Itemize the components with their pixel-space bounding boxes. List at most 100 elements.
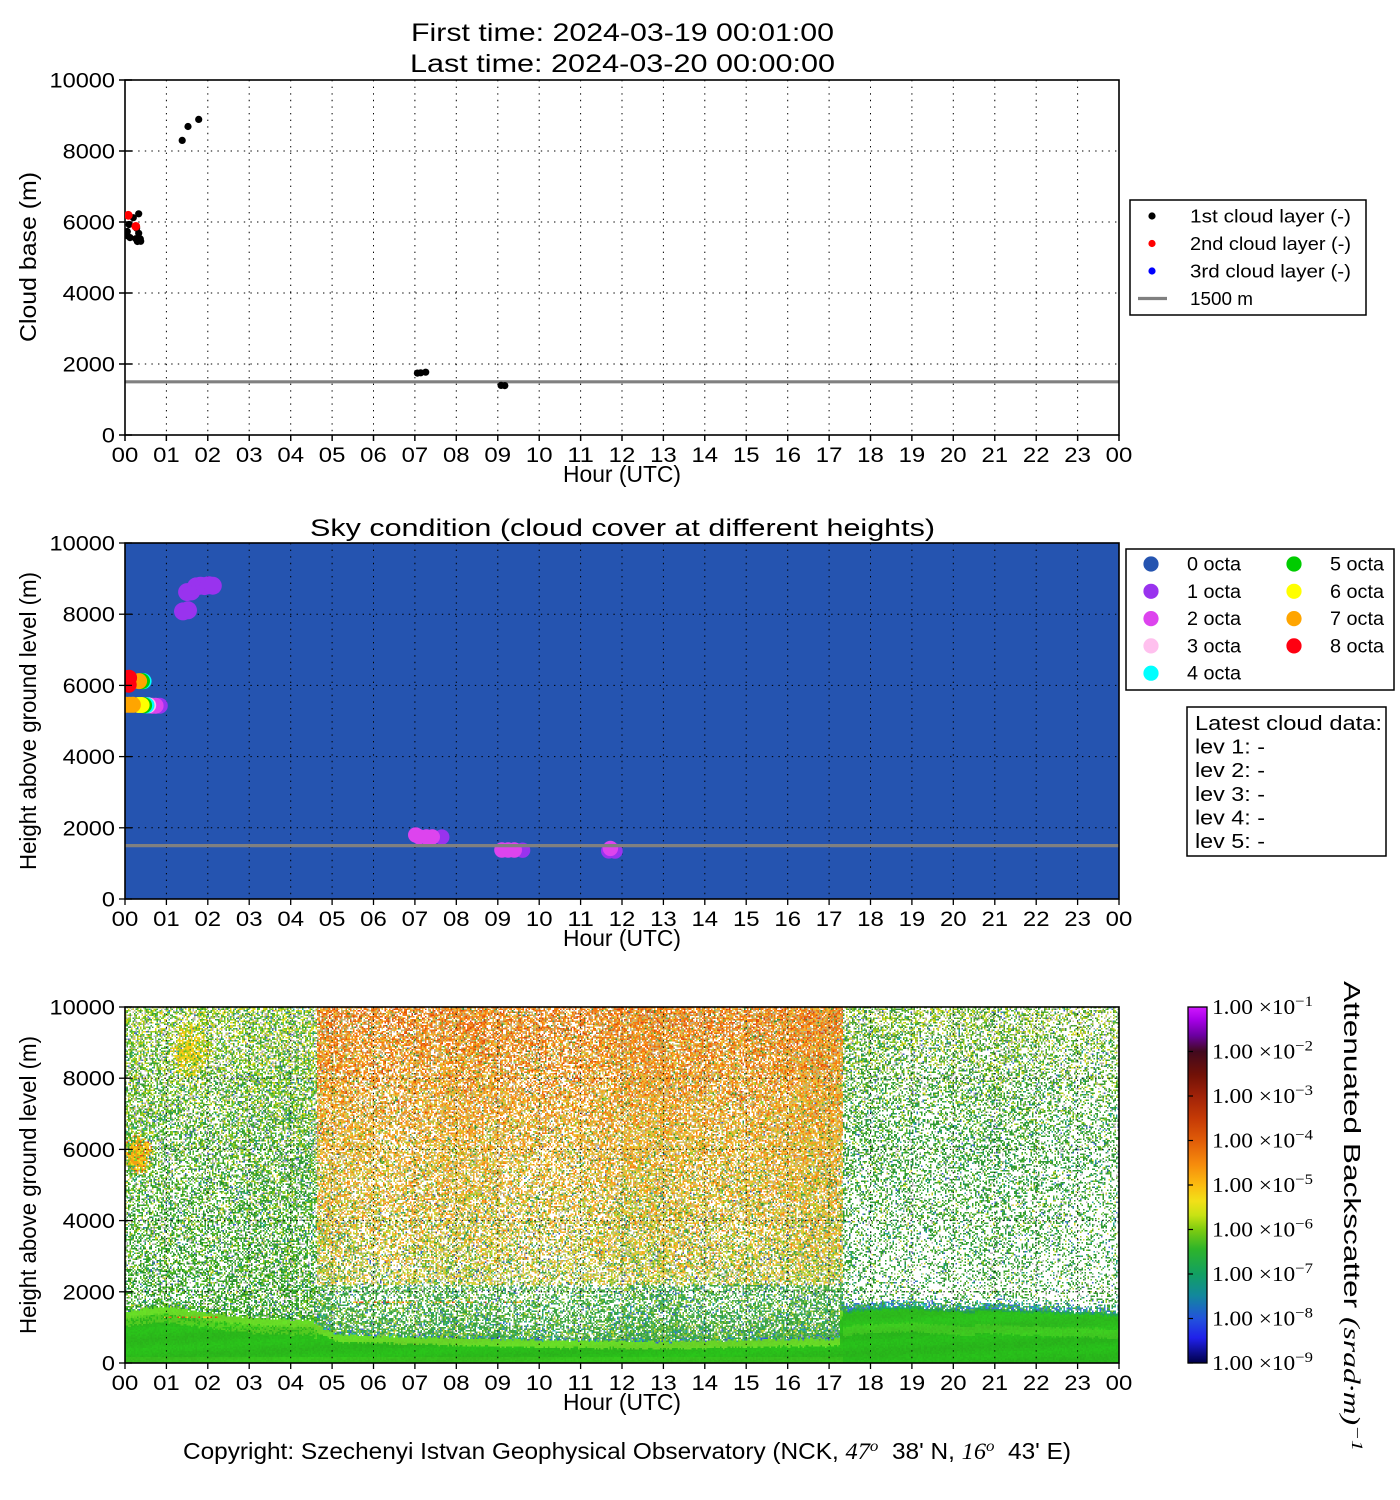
svg-text:01: 01 <box>153 908 180 931</box>
svg-text:First time: 2024-03-19 00:01:0: First time: 2024-03-19 00:01:00 <box>411 19 834 47</box>
svg-text:lev 3: -: lev 3: - <box>1195 784 1265 806</box>
svg-text:1500 m: 1500 m <box>1190 288 1253 309</box>
svg-text:13: 13 <box>650 908 677 931</box>
svg-text:Cloud base (m): Cloud base (m) <box>15 172 41 342</box>
svg-text:13: 13 <box>650 1372 677 1395</box>
svg-text:6000: 6000 <box>63 1139 115 1162</box>
svg-text:21: 21 <box>982 1372 1009 1395</box>
svg-text:09: 09 <box>484 1372 511 1395</box>
svg-text:17: 17 <box>816 444 843 467</box>
svg-text:8000: 8000 <box>63 1068 115 1091</box>
svg-text:03: 03 <box>236 1372 263 1395</box>
svg-text:16: 16 <box>774 908 801 931</box>
svg-text:0: 0 <box>102 1353 115 1376</box>
svg-text:8000: 8000 <box>63 604 115 627</box>
svg-text:8000: 8000 <box>63 141 115 164</box>
svg-text:2000: 2000 <box>63 354 115 377</box>
svg-text:2000: 2000 <box>63 1281 115 1304</box>
svg-text:12: 12 <box>609 444 636 467</box>
svg-text:22: 22 <box>1023 1372 1050 1395</box>
svg-text:11: 11 <box>567 444 594 467</box>
svg-text:10: 10 <box>526 444 553 467</box>
svg-text:05: 05 <box>319 444 346 467</box>
svg-text:1st cloud layer (-): 1st cloud layer (-) <box>1190 206 1351 227</box>
svg-text:Height above ground level (m): Height above ground level (m) <box>15 572 41 870</box>
svg-text:06: 06 <box>360 908 387 931</box>
svg-text:12: 12 <box>609 1372 636 1395</box>
svg-text:17: 17 <box>816 1372 843 1395</box>
svg-text:0 octa: 0 octa <box>1187 555 1241 576</box>
svg-text:Attenuated Backscatter (srad·m: Attenuated Backscatter (srad·m)−1 <box>1339 981 1365 1451</box>
svg-text:1.00 ×10−7: 1.00 ×10 −7 <box>1212 1261 1314 1286</box>
svg-text:10000: 10000 <box>50 533 116 556</box>
svg-text:09: 09 <box>484 908 511 931</box>
svg-text:23: 23 <box>1064 444 1091 467</box>
svg-text:0: 0 <box>102 889 115 912</box>
svg-text:10: 10 <box>526 1372 553 1395</box>
svg-text:4000: 4000 <box>63 746 115 769</box>
svg-text:16: 16 <box>774 444 801 467</box>
svg-text:02: 02 <box>195 1372 222 1395</box>
svg-text:Height above ground level (m): Height above ground level (m) <box>15 1036 41 1334</box>
svg-text:15: 15 <box>733 444 760 467</box>
svg-text:11: 11 <box>567 1372 594 1395</box>
svg-text:8 octa: 8 octa <box>1330 636 1384 657</box>
svg-text:04: 04 <box>277 1372 304 1395</box>
svg-text:12: 12 <box>609 908 636 931</box>
svg-text:00: 00 <box>112 908 139 931</box>
svg-text:09: 09 <box>484 444 511 467</box>
svg-text:10: 10 <box>526 908 553 931</box>
svg-text:18: 18 <box>857 1372 884 1395</box>
svg-text:1.00 ×10−4: 1.00 ×10 −4 <box>1212 1128 1314 1153</box>
svg-text:Hour (UTC): Hour (UTC) <box>563 925 681 951</box>
svg-text:18: 18 <box>857 444 884 467</box>
svg-text:1.00 ×10−3: 1.00 ×10 −3 <box>1212 1083 1313 1108</box>
svg-text:Copyright: Szechenyi Istvan Ge: Copyright: Szechenyi Istvan Geophysical … <box>183 1438 1071 1464</box>
svg-text:2 octa: 2 octa <box>1187 609 1241 630</box>
svg-text:13: 13 <box>650 444 677 467</box>
svg-text:1.00 ×10−1: 1.00 ×10 −1 <box>1212 994 1313 1019</box>
svg-text:07: 07 <box>402 1372 429 1395</box>
svg-text:18: 18 <box>857 908 884 931</box>
svg-text:05: 05 <box>319 908 346 931</box>
svg-text:2000: 2000 <box>63 817 115 840</box>
svg-text:16: 16 <box>774 1372 801 1395</box>
svg-text:08: 08 <box>443 908 470 931</box>
svg-text:17: 17 <box>816 908 843 931</box>
svg-text:lev 5: -: lev 5: - <box>1195 831 1265 853</box>
svg-text:00: 00 <box>1106 1372 1133 1395</box>
svg-text:01: 01 <box>153 444 180 467</box>
svg-text:lev 1: -: lev 1: - <box>1195 737 1265 759</box>
svg-text:00: 00 <box>1106 444 1133 467</box>
svg-text:07: 07 <box>402 908 429 931</box>
svg-text:00: 00 <box>1106 908 1133 931</box>
svg-text:6000: 6000 <box>63 212 115 235</box>
svg-text:22: 22 <box>1023 444 1050 467</box>
svg-text:21: 21 <box>982 908 1009 931</box>
svg-text:01: 01 <box>153 1372 180 1395</box>
svg-text:3rd cloud layer (-): 3rd cloud layer (-) <box>1190 261 1351 282</box>
svg-text:6000: 6000 <box>63 675 115 698</box>
svg-text:Hour (UTC): Hour (UTC) <box>563 1389 681 1415</box>
svg-text:00: 00 <box>112 1372 139 1395</box>
svg-text:20: 20 <box>940 1372 967 1395</box>
svg-text:15: 15 <box>733 908 760 931</box>
svg-text:11: 11 <box>567 908 594 931</box>
svg-text:02: 02 <box>195 908 222 931</box>
svg-text:10000: 10000 <box>50 70 116 93</box>
svg-text:07: 07 <box>402 444 429 467</box>
svg-text:5 octa: 5 octa <box>1330 555 1384 576</box>
svg-text:2nd cloud layer (-): 2nd cloud layer (-) <box>1190 233 1351 254</box>
svg-text:1.00 ×10−9: 1.00 ×10 −9 <box>1212 1350 1313 1375</box>
svg-text:02: 02 <box>195 444 222 467</box>
svg-text:22: 22 <box>1023 908 1050 931</box>
svg-text:23: 23 <box>1064 1372 1091 1395</box>
svg-text:08: 08 <box>443 1372 470 1395</box>
svg-text:19: 19 <box>899 1372 926 1395</box>
svg-text:0: 0 <box>102 425 115 448</box>
svg-text:20: 20 <box>940 444 967 467</box>
svg-text:4000: 4000 <box>63 1210 115 1233</box>
svg-text:Latest cloud data:: Latest cloud data: <box>1195 713 1382 735</box>
svg-text:14: 14 <box>692 444 719 467</box>
svg-text:23: 23 <box>1064 908 1091 931</box>
